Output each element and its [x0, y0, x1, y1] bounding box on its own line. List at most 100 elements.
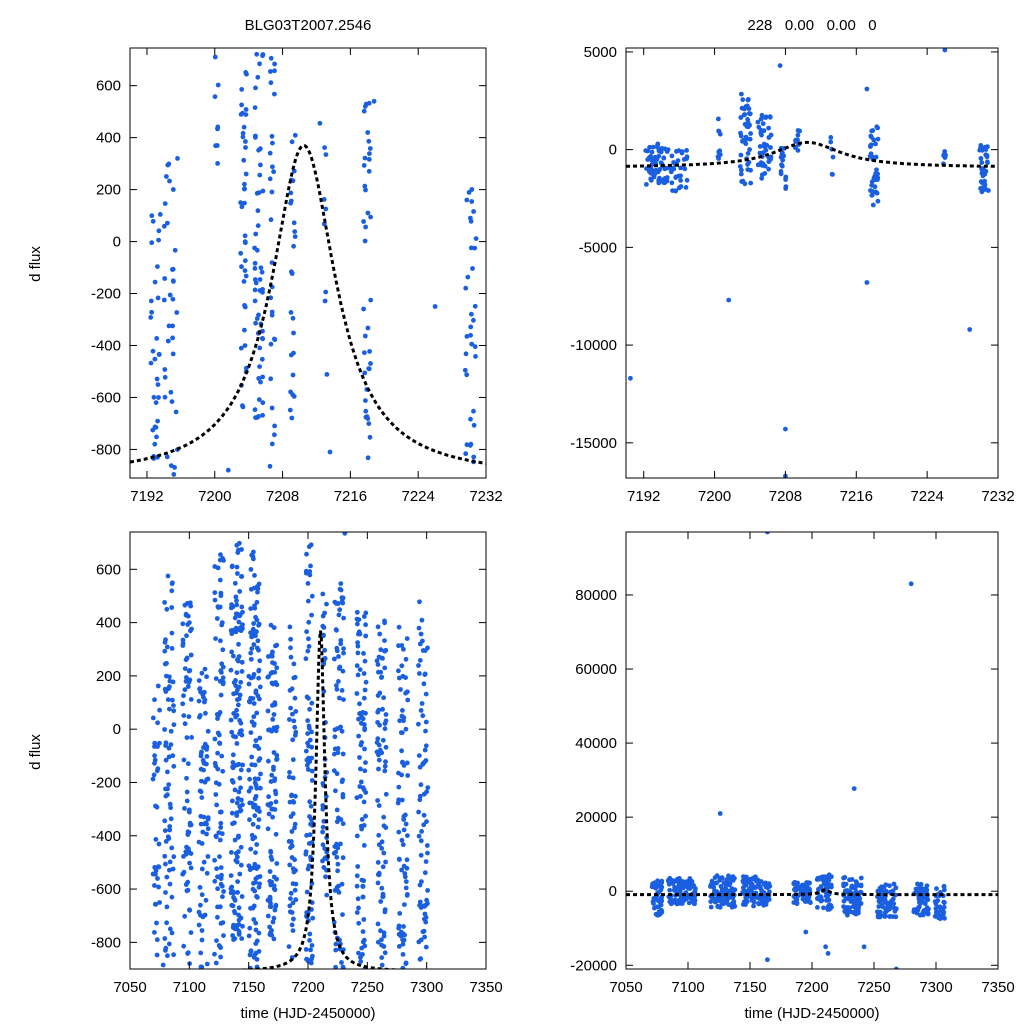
data-point — [166, 161, 172, 167]
data-point — [746, 111, 752, 116]
data-point — [354, 609, 360, 615]
x-tick-label: 7100 — [173, 979, 206, 996]
data-point — [468, 218, 474, 224]
data-point — [306, 841, 312, 846]
data-point — [236, 641, 241, 647]
data-point — [748, 167, 753, 173]
data-point — [851, 786, 857, 791]
data-point — [229, 564, 235, 570]
data-point — [291, 243, 296, 249]
data-point — [841, 898, 847, 904]
x-tick-label: 7216 — [840, 488, 873, 505]
data-point — [268, 376, 274, 382]
data-point — [383, 859, 388, 865]
data-point — [164, 874, 170, 880]
data-point — [363, 633, 369, 639]
data-point — [339, 779, 345, 785]
data-point — [257, 735, 263, 741]
data-point — [911, 907, 917, 912]
data-point — [271, 915, 277, 921]
data-point — [186, 714, 192, 719]
data-point — [170, 753, 176, 759]
data-point — [361, 651, 366, 656]
data-point — [256, 190, 262, 196]
data-point — [164, 644, 170, 650]
data-point — [169, 845, 175, 851]
data-point — [246, 681, 252, 687]
data-point — [381, 933, 387, 939]
data-point — [240, 609, 245, 615]
data-point — [357, 701, 362, 707]
data-point — [653, 911, 659, 917]
data-point — [816, 876, 822, 882]
data-point — [251, 722, 257, 728]
data-point — [915, 881, 920, 887]
data-point — [156, 841, 162, 847]
data-point — [309, 593, 315, 599]
data-point — [173, 409, 179, 415]
data-point — [941, 900, 947, 906]
data-point — [362, 104, 368, 109]
data-point — [247, 952, 253, 958]
data-point — [171, 722, 177, 728]
data-point — [237, 613, 242, 619]
data-point — [363, 622, 368, 628]
data-point — [234, 670, 240, 675]
data-point — [271, 750, 277, 755]
panel-top-right: 7192 7200 7208 7216 7224 7232 -15000 -10000 -500… — [570, 44, 1014, 505]
data-point — [240, 762, 246, 768]
data-point — [823, 944, 828, 950]
data-point — [150, 218, 156, 224]
data-point — [149, 240, 155, 246]
data-point — [155, 720, 161, 726]
data-point — [738, 115, 744, 120]
data-point — [260, 289, 265, 295]
data-point — [828, 135, 834, 140]
data-point — [417, 882, 423, 888]
data-point — [212, 597, 218, 603]
data-point — [268, 80, 274, 86]
data-point — [254, 629, 259, 635]
data-point — [166, 323, 172, 329]
data-point — [361, 917, 367, 922]
data-point — [469, 199, 475, 204]
data-point — [755, 119, 761, 125]
data-point — [379, 674, 385, 680]
data-point — [759, 175, 765, 181]
data-point — [327, 449, 333, 455]
data-point — [230, 760, 236, 765]
data-point — [269, 928, 274, 933]
y-tick-label: 0 — [609, 142, 617, 159]
data-point — [375, 860, 381, 865]
data-point — [338, 641, 344, 647]
data-point — [184, 888, 190, 894]
data-point — [472, 344, 478, 350]
y-tick-label: -400 — [91, 337, 121, 354]
data-point — [255, 874, 261, 880]
data-point — [333, 964, 338, 969]
data-point — [212, 54, 218, 60]
data-point — [874, 124, 880, 130]
data-point — [355, 643, 361, 649]
data-point — [332, 751, 337, 757]
data-point — [182, 666, 188, 671]
y-tick-label: 0 — [113, 721, 121, 738]
data-point — [925, 911, 931, 917]
data-point — [320, 803, 326, 808]
data-point — [167, 867, 172, 873]
data-point — [400, 965, 406, 969]
y-tick-label: -800 — [91, 934, 121, 951]
data-point — [803, 899, 808, 904]
data-point — [152, 740, 158, 746]
data-point — [290, 372, 296, 378]
data-point — [165, 220, 170, 226]
data-point — [188, 697, 194, 702]
data-point — [332, 746, 338, 752]
data-point — [982, 187, 988, 192]
data-point — [757, 144, 763, 149]
data-point — [170, 296, 176, 302]
data-point — [322, 846, 328, 851]
data-point — [423, 728, 428, 734]
data-point — [258, 771, 263, 777]
data-point — [183, 657, 189, 663]
